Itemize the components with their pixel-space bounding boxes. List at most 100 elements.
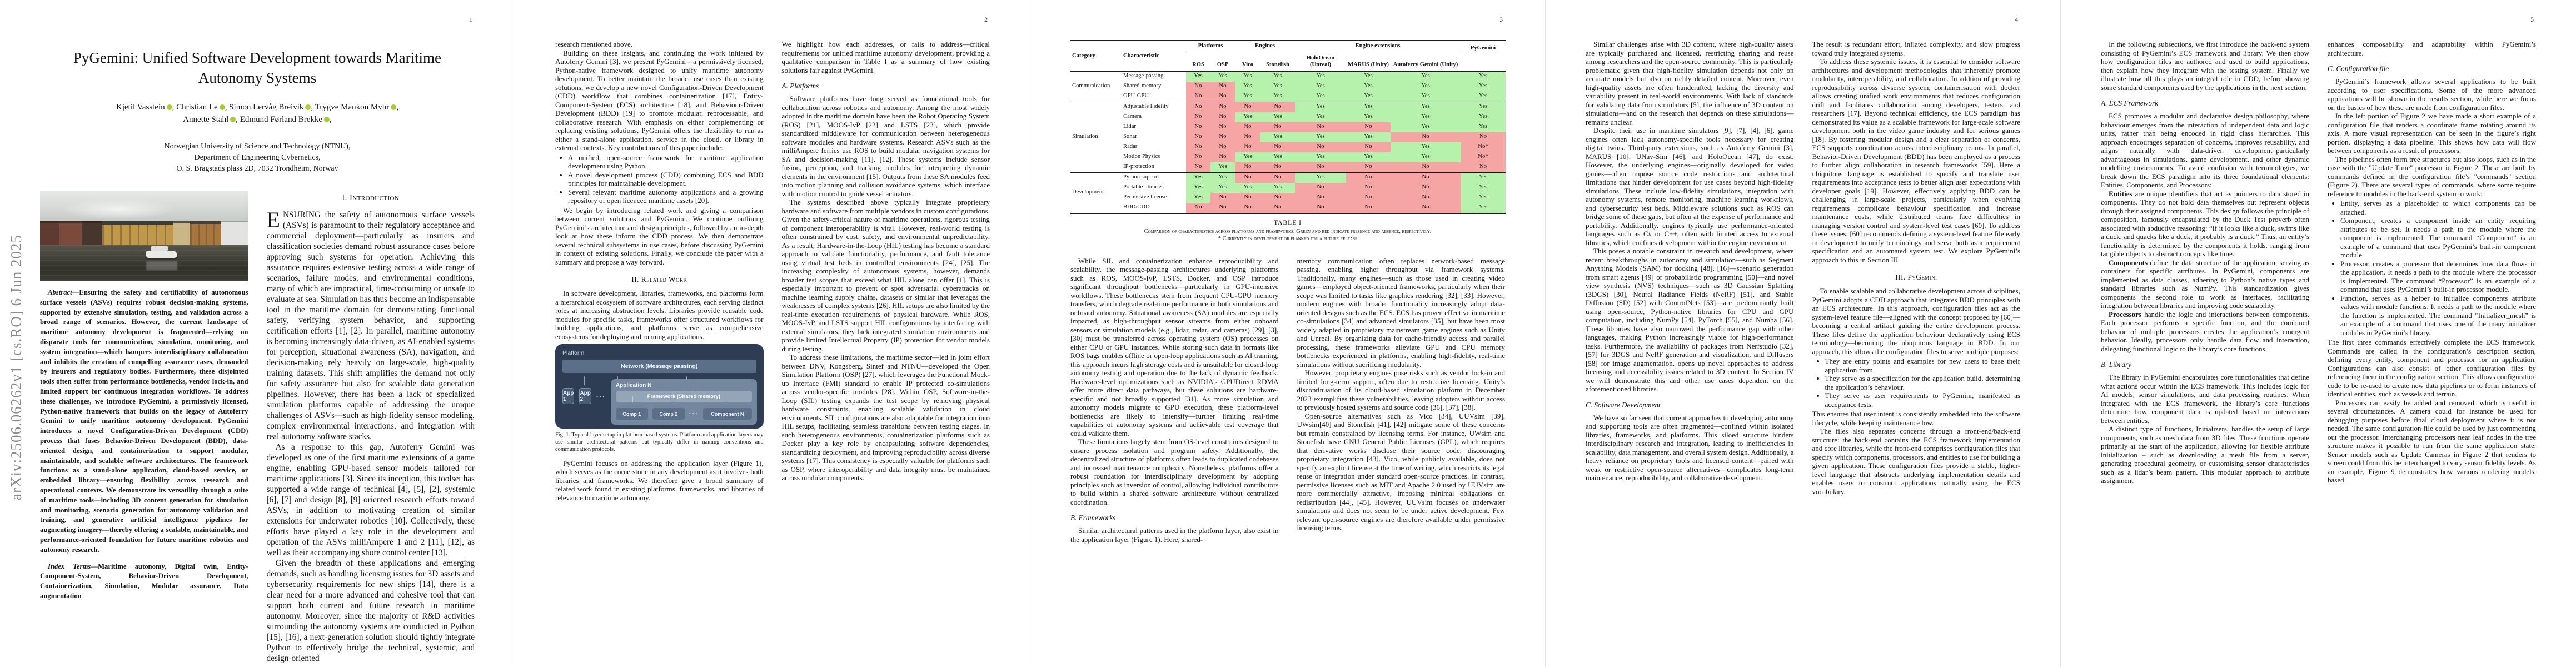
paragraph: Given the breadth of these applications …: [266, 559, 475, 663]
photo-building: [221, 221, 248, 249]
value-cell: No: [1235, 102, 1260, 112]
table-group-header: PyGemini: [1470, 45, 1496, 51]
paragraph-lead: Components: [2109, 258, 2148, 267]
column: We highlight how each addresses, or fail…: [782, 40, 990, 502]
author-name: Annette Stahl: [183, 115, 229, 124]
paragraph: Similar challenges arise with 3D content…: [1586, 40, 1794, 126]
bullet-item: Several relevant maritime autonomy appli…: [568, 188, 764, 205]
value-cell: No: [1461, 162, 1506, 172]
value-cell: No: [1346, 172, 1391, 183]
table-column-header: OSP: [1210, 53, 1235, 72]
value-cell: No: [1295, 182, 1347, 193]
table-group-header: Platforms: [1186, 41, 1235, 53]
characteristic-cell: Lidar: [1122, 122, 1186, 132]
page-5: 5 In the following subsections, we first…: [2061, 0, 2576, 667]
value-cell: Yes: [1210, 71, 1235, 82]
table-row: BDD/CDD No No No No No No No Yes: [1070, 202, 1506, 213]
table-row: Radar No No No No No No Yes No*: [1070, 142, 1506, 152]
table-row: Shared-memory No No Yes Yes Yes Yes Yes Yes: [1070, 81, 1506, 92]
bullet-item: Entity, serves as a placeholder to which…: [2340, 199, 2536, 216]
paragraph: This ensures that user intent is consist…: [1812, 410, 2021, 427]
value-cell: Yes: [1461, 122, 1506, 132]
drop-cap: E: [266, 207, 280, 232]
bullet-list: A unified, open-source framework for mar…: [555, 153, 764, 205]
paragraph: The files also separates concerns throug…: [1812, 427, 2021, 496]
photo-building: [173, 221, 190, 250]
value-cell: Yes: [1260, 81, 1296, 92]
table-header-cell: Category: [1072, 52, 1095, 59]
subsection-heading: C. Configuration file: [2328, 64, 2389, 73]
bullet-list: Entity, serves as a placeholder to which…: [2328, 199, 2536, 337]
platform-label: Platform: [562, 350, 585, 356]
table-row: Lidar No No No No No No Yes Yes: [1070, 122, 1506, 132]
value-cell: No: [1210, 81, 1235, 92]
subsection-heading: B. Frameworks: [1070, 514, 1116, 522]
value-cell: No: [1186, 202, 1210, 213]
value-cell: Yes: [1260, 91, 1296, 102]
category-cell: Simulation: [1070, 102, 1122, 172]
value-cell: No: [1210, 132, 1235, 142]
paragraph: memory communication often replaces netw…: [1297, 256, 1506, 369]
paragraph: While SIL and containerization enhance r…: [1070, 256, 1279, 437]
paragraph: The systems described above typically in…: [781, 198, 990, 353]
value-cell: Yes: [1461, 182, 1506, 193]
paragraph: enhances composability and adaptability …: [2328, 40, 2536, 57]
value-cell: Yes: [1461, 172, 1506, 183]
value-cell: No: [1295, 142, 1347, 152]
app-box: App 2: [579, 388, 591, 404]
value-cell: Yes: [1295, 172, 1347, 183]
value-cell: Yes: [1295, 81, 1347, 92]
ellipsis-dots: ···: [689, 410, 699, 417]
table-head: Category Characteristic Platforms Engines En…: [1070, 41, 1506, 72]
author-name: Trygve Maukon Myhr: [315, 103, 390, 112]
characteristic-cell: Sonar: [1122, 132, 1186, 142]
paragraph: Similar architectural patterns used in t…: [1070, 526, 1279, 544]
characteristic-cell: Motion Physics: [1122, 152, 1186, 162]
application-n-panel: Application N Framework (Shared memory) Co…: [610, 379, 757, 425]
figure1-diagram: Platform Network (Message passing) App 1 Ap…: [555, 344, 764, 429]
value-cell: No: [1346, 162, 1391, 172]
component-box: Comp 1: [615, 408, 648, 420]
table-header-cell: Characteristic: [1123, 52, 1159, 59]
value-cell: Yes: [1461, 112, 1506, 122]
value-cell: Yes: [1235, 91, 1260, 102]
paragraph: However, proprietary engines pose risks …: [1297, 369, 1506, 411]
value-cell: Yes: [1346, 71, 1391, 82]
value-cell: Yes: [1210, 162, 1235, 172]
table-caption: TABLE I Comparison of characteristics acr…: [1070, 220, 1505, 242]
affiliation-line: Department of Engineering Cybernetics,: [194, 153, 321, 162]
column: In the following subsections, we first i…: [2101, 40, 2309, 485]
value-cell: No: [1391, 192, 1461, 203]
value-cell: No: [1210, 152, 1235, 162]
application-n-label: Application N: [615, 382, 652, 389]
value-cell: No: [1346, 142, 1391, 152]
abstract-lead: Abstract: [48, 288, 72, 296]
affiliation-line: O. S. Bragstads plass 2D, 7032 Trondheim…: [176, 165, 338, 173]
framework-bar: Framework (Shared memory): [615, 391, 752, 402]
table-row: Camera No No Yes Yes Yes Yes Yes Yes: [1070, 112, 1506, 122]
table-caption-label: TABLE I: [1274, 219, 1302, 226]
column: While SIL and containerization enhance r…: [1070, 257, 1279, 544]
value-cell: Yes: [1186, 172, 1210, 183]
paragraph: To address these limitations, the mariti…: [781, 353, 990, 482]
table-group: Communication Message-passing Yes Yes Yes Yes…: [1070, 71, 1506, 102]
figure-caption: Fig. 1. Typical layer setup in platform-…: [555, 432, 764, 452]
comparison-table: Category Characteristic Platforms Engines En…: [1070, 40, 1506, 214]
value-cell: No: [1295, 122, 1347, 132]
paragraph: Entities are unique identifiers that act…: [2101, 189, 2309, 258]
characteristic-cell: Permissive license: [1122, 192, 1186, 203]
value-cell: Yes: [1260, 71, 1296, 82]
table-subheader-row: ROS OSP Vico Stonefish HoloOcean (Unreal) MAR…: [1070, 53, 1506, 72]
value-cell: No: [1235, 122, 1260, 132]
paragraph: Processors can easily be added and remov…: [2328, 398, 2536, 485]
connector-line: [632, 396, 634, 402]
value-cell: No: [1346, 122, 1391, 132]
value-cell: Yes: [1235, 81, 1260, 92]
page-number: 4: [2015, 17, 2018, 23]
abstract: Abstract—Ensuring the safety and certifi…: [40, 288, 248, 554]
bullet-item: They are entry points and examples for n…: [1825, 357, 2021, 374]
category-cell: Communication: [1070, 71, 1122, 102]
value-cell: No: [1391, 202, 1461, 213]
index-terms: Index Terms—Maritime autonomy, Digital t…: [40, 562, 248, 600]
